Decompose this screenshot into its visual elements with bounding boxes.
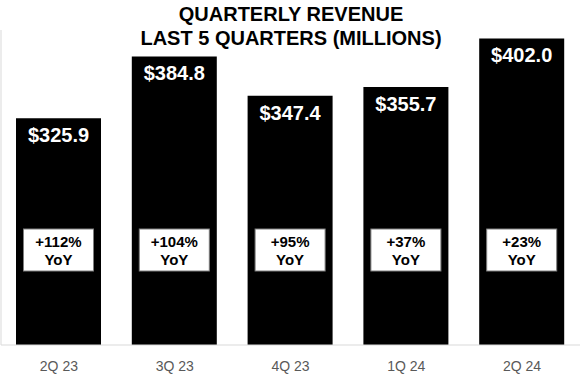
svg-text:$402.0: $402.0: [491, 44, 552, 66]
svg-text:2Q 23: 2Q 23: [40, 358, 78, 374]
svg-text:+23%: +23%: [502, 233, 541, 250]
svg-text:$325.9: $325.9: [28, 124, 89, 146]
svg-text:YoY: YoY: [44, 251, 72, 268]
svg-text:+37%: +37%: [387, 233, 426, 250]
svg-text:3Q 23: 3Q 23: [156, 358, 194, 374]
svg-text:+112%: +112%: [35, 233, 81, 250]
svg-text:YoY: YoY: [276, 251, 304, 268]
svg-text:YoY: YoY: [508, 251, 536, 268]
svg-text:$384.8: $384.8: [144, 62, 205, 84]
html-text:LAST 5 QUARTERS (MILLIONS): LAST 5 QUARTERS (MILLIONS): [140, 27, 442, 49]
svg-text:YoY: YoY: [160, 251, 188, 268]
svg-text:$347.4: $347.4: [260, 102, 322, 124]
svg-text:4Q 23: 4Q 23: [271, 358, 309, 374]
svg-text:1Q 24: 1Q 24: [387, 358, 425, 374]
svg-text:2Q 24: 2Q 24: [503, 358, 541, 374]
svg-text:$355.7: $355.7: [375, 93, 436, 115]
svg-text:YoY: YoY: [392, 251, 420, 268]
svg-text:+104%: +104%: [151, 233, 198, 250]
html-text:QUARTERLY REVENUE: QUARTERLY REVENUE: [178, 3, 404, 25]
svg-text:+95%: +95%: [271, 233, 310, 250]
